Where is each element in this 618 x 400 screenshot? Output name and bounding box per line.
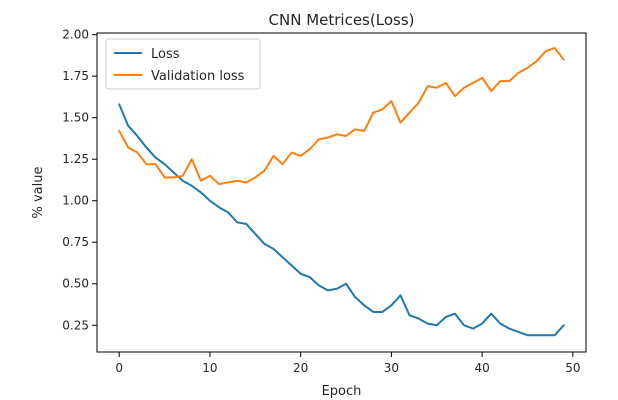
legend-label-loss: Loss — [151, 47, 180, 62]
series-line-loss — [118, 103, 565, 337]
x-axis-ticks: 0 10 20 30 40 50 — [115, 352, 580, 375]
chart-title: CNN Metrices(Loss) — [269, 11, 415, 29]
x-tick-label: 30 — [384, 361, 399, 375]
x-axis-label: Epoch — [322, 384, 362, 399]
x-tick-label: 40 — [474, 361, 489, 375]
y-tick-label: 2.00 — [62, 28, 89, 42]
series-layer — [118, 46, 565, 337]
y-tick-label: 1.75 — [62, 69, 89, 83]
y-tick-label: 1.50 — [62, 111, 89, 125]
x-tick-label: 10 — [202, 361, 217, 375]
y-axis-label: % value — [31, 167, 46, 219]
y-tick-label: 0.50 — [62, 277, 89, 291]
y-axis-ticks: 0.25 0.50 0.75 1.00 1.25 1.50 1.75 2.00 — [62, 28, 97, 332]
x-tick-label: 20 — [293, 361, 308, 375]
y-tick-label: 0.25 — [62, 318, 89, 332]
x-tick-label: 0 — [115, 361, 123, 375]
legend-label-validation-loss: Validation loss — [151, 69, 245, 84]
plot-frame — [96, 32, 587, 353]
y-tick-label: 1.25 — [62, 152, 89, 166]
x-tick-label: 50 — [565, 361, 580, 375]
legend-box — [105, 38, 261, 90]
y-tick-label: 0.75 — [62, 235, 89, 249]
y-tick-label: 1.00 — [62, 194, 89, 208]
legend: Loss Validation loss — [105, 38, 261, 90]
series-line-validation-loss — [118, 46, 565, 186]
